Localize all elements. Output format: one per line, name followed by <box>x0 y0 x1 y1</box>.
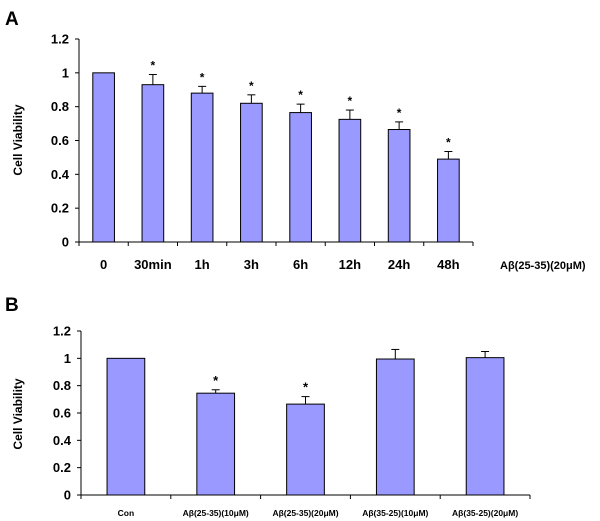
x-tick-label: 48h <box>437 257 459 272</box>
y-tick-label: 0.2 <box>51 201 69 216</box>
y-tick-label: 0 <box>64 488 71 503</box>
bar <box>240 102 263 243</box>
significance-marker: * <box>397 106 402 120</box>
significance-marker: * <box>446 135 451 149</box>
y-tick-label: 0.4 <box>51 167 70 182</box>
bar <box>338 118 362 243</box>
y-tick-label: 0 <box>62 235 69 250</box>
bar <box>289 112 312 243</box>
y-tick-label: 0.8 <box>53 378 71 393</box>
significance-marker: * <box>200 70 205 84</box>
bar <box>92 72 115 243</box>
bar <box>387 129 411 243</box>
x-tick-label: 0 <box>100 257 107 272</box>
y-tick-label: 1.2 <box>53 324 71 339</box>
bar <box>141 84 165 243</box>
x-tick-label: 12h <box>339 257 361 272</box>
chart-panel-b: B Cell Viability 0 0.2 0.4 0.6 0.8 1 1.2 Con * Aβ… <box>5 295 531 518</box>
panel-a-y-axis-label: Cell Viability <box>11 104 25 175</box>
panel-b-letter: B <box>5 295 19 316</box>
bar <box>375 358 415 496</box>
y-tick-label: 1 <box>64 351 71 366</box>
x-tick-label: Aβ(35-25)(10μM) <box>362 508 428 518</box>
bar <box>465 357 505 496</box>
significance-marker: * <box>213 373 219 388</box>
bar <box>196 392 236 496</box>
x-tick-label: 30min <box>134 257 172 272</box>
y-tick-label: 1 <box>62 65 69 80</box>
panel-b-plot-area: 0 0.2 0.4 0.6 0.8 1 1.2 Con * Aβ(25-35)(10μM) * Aβ(… <box>53 324 531 518</box>
panel-a-letter: A <box>5 9 19 30</box>
y-tick-label: 0.6 <box>51 133 69 148</box>
significance-marker: * <box>298 88 303 102</box>
y-tick-label: 0.8 <box>51 99 69 114</box>
significance-marker: * <box>249 79 254 93</box>
x-tick-label: Con <box>118 508 135 518</box>
x-tick-label: Aβ(35-25)(20μM) <box>452 508 518 518</box>
significance-marker: * <box>303 380 309 395</box>
y-tick-label: 1.2 <box>51 32 69 47</box>
panel-b-y-axis-label: Cell Viability <box>11 378 25 449</box>
y-tick-label: 0.2 <box>53 460 71 475</box>
y-tick-label: 0.4 <box>53 433 72 448</box>
x-tick-label: 3h <box>244 257 259 272</box>
bar <box>437 158 460 243</box>
x-tick-label: 24h <box>388 257 410 272</box>
panel-a-treatment-annotation: Aβ(25-35)(20μM) <box>500 260 586 272</box>
bar <box>190 92 214 243</box>
x-tick-label: Aβ(25-35)(10μM) <box>183 508 249 518</box>
chart-panel-a: A Cell Viability 0 0.2 0.4 0.6 0.8 1 1.2 0 * 30mi… <box>5 9 586 272</box>
significance-marker: * <box>151 59 156 73</box>
panel-a-plot-area: 0 0.2 0.4 0.6 0.8 1 1.2 0 * 30min * 1h * 3h * 6h * 12h * 24… <box>51 32 474 272</box>
bar <box>286 403 325 496</box>
x-tick-label: 1h <box>195 257 210 272</box>
significance-marker: * <box>348 94 353 108</box>
bar <box>106 357 146 496</box>
x-tick-label: 6h <box>293 257 308 272</box>
x-tick-label: Aβ(25-35)(20μM) <box>272 508 338 518</box>
y-tick-label: 0.6 <box>53 406 71 421</box>
